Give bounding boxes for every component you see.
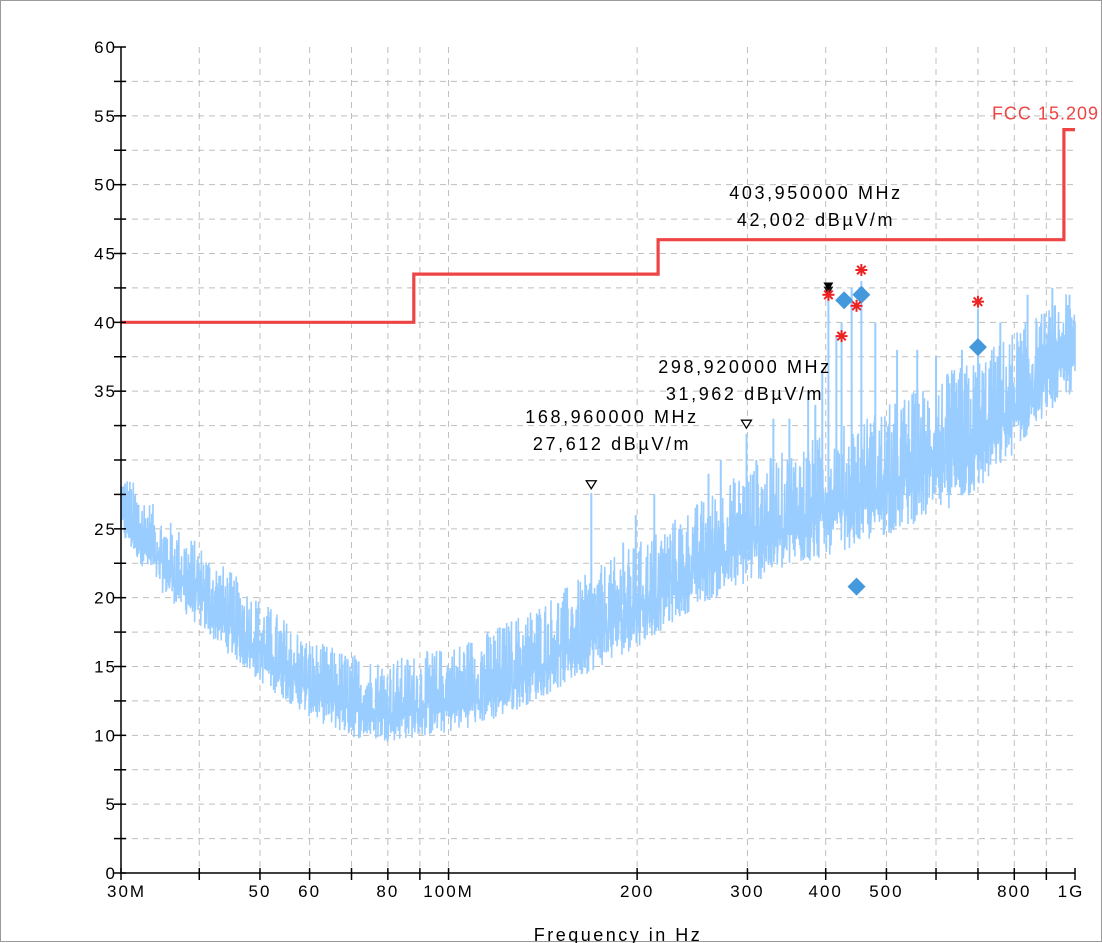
y-tick-labels: 0 5 10 15 20 25 35 40 45 50 55 60 (94, 38, 117, 883)
final-measurement-diamond (968, 338, 987, 357)
x-axis-title: Frequency in Hz (534, 925, 703, 943)
y-tick-label: 25 (94, 520, 117, 539)
markers (822, 264, 987, 596)
peak-star-marker (850, 299, 863, 312)
x-tick-label: 1G (1058, 882, 1085, 901)
annotation-level: 31,962 dBµV/m (666, 384, 824, 404)
x-tick-label: 200 (620, 882, 654, 901)
final-measurement-diamond (847, 577, 866, 596)
limit-line-label: FCC 15.209 (992, 104, 1099, 124)
x-tick-label: 30M (107, 882, 146, 901)
x-tick-label: 80 (376, 882, 399, 901)
annotation-marker-open (585, 480, 598, 491)
y-tick-label: 60 (94, 38, 117, 57)
y-tick-label: 35 (94, 382, 117, 401)
annotation-marker-filled (823, 282, 834, 291)
y-tick-label: 0 (106, 864, 117, 883)
y-tick-label: 5 (106, 795, 117, 814)
x-tick-label: 500 (869, 882, 903, 901)
y-tick-label: 55 (94, 107, 117, 126)
annotation-frequency: 298,920000 MHz (658, 357, 832, 377)
spectrum-line (120, 294, 1076, 742)
limit-line-group: FCC 15.209 (121, 104, 1099, 324)
y-tick-label: 15 (94, 658, 117, 677)
y-tick-label: 40 (94, 313, 117, 332)
star-stroke (823, 289, 834, 300)
annotation-marker-open (740, 419, 753, 430)
star-stroke (851, 300, 862, 311)
star-stroke (973, 296, 983, 307)
star-stroke (856, 265, 867, 275)
y-tick-label: 50 (94, 176, 117, 195)
star-stroke (836, 331, 847, 342)
x-tick-label: 800 (997, 882, 1031, 901)
axes (114, 46, 1076, 880)
peak-star-marker (835, 330, 848, 343)
peak-star-marker (822, 288, 835, 301)
annotations: 403,950000 MHz 42,002 dBµV/m 298,920000 MH… (525, 183, 903, 491)
spectrum-trace (120, 281, 1076, 742)
peak-star-marker (971, 295, 984, 308)
peak-star-marker (855, 264, 868, 277)
limit-line (121, 128, 1075, 324)
x-tick-label: 100M (423, 882, 474, 901)
annotation-level: 42,002 dBµV/m (737, 210, 895, 230)
final-measurement-diamond (852, 285, 871, 304)
x-tick-label: 60 (298, 882, 321, 901)
final-measurement-diamond (835, 291, 854, 310)
x-tick-label: 400 (809, 882, 843, 901)
annotation-level: 27,612 dBµV/m (533, 434, 691, 454)
annotation-frequency: 403,950000 MHz (729, 183, 903, 203)
x-tick-labels: 30M 50 60 80 100M 200 300 400 500 800 1G (107, 882, 1085, 901)
x-tick-label: 300 (730, 882, 764, 901)
annotation-frequency: 168,960000 MHz (525, 407, 699, 427)
x-tick-label: 50 (249, 882, 272, 901)
y-tick-label: 45 (94, 245, 117, 264)
y-tick-label: 10 (94, 726, 117, 745)
y-tick-label: 20 (94, 589, 117, 608)
